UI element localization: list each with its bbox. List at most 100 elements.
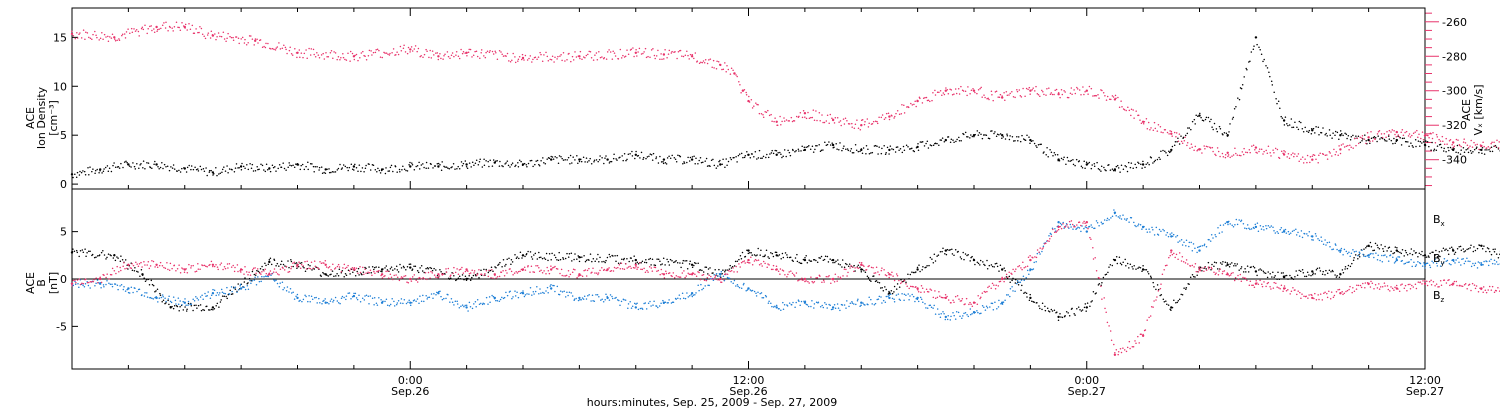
bottom-series1-dot-680 [1029,269,1031,272]
bottom-series2-dot-250 [423,278,426,280]
top-series0-dot-317 [517,165,520,168]
bottom-series0-dot-914 [1358,255,1361,258]
bottom-series2-dot-256 [431,272,434,274]
bottom-series0-dot-655 [994,262,997,265]
bottom-series0-dot-767 [1152,281,1154,284]
bottom-series0-dot-740 [1114,259,1116,261]
top-series1-dot-504 [781,120,783,123]
top-series1-dot-138 [265,42,267,45]
bottom-series1-point-43 [1282,230,1286,233]
top-series1-dot-126 [248,35,251,37]
bottom-series0-dot-753 [1132,268,1134,270]
top-series1-dot-646 [981,96,983,98]
bottom-series2-dot-522 [807,280,809,283]
bottom-series1-dot-23 [103,286,105,288]
bottom-series0-dot-356 [573,258,575,261]
top-series0-dot-640 [973,135,975,138]
bottom-series1-dot-621 [946,318,949,321]
top-series0-dot-494 [767,156,770,159]
bottom-series0-dot-233 [399,263,401,266]
bottom-series0-dot-62 [159,292,161,295]
top-series1-dot-319 [520,58,523,61]
bottom-series0-dot-529 [816,261,819,264]
bottom-series0-dot-116 [234,288,237,290]
bottom-series1-dot-231 [396,302,399,304]
top-series1-dot-727 [1095,95,1098,97]
top-series1-dot-528 [815,110,817,112]
top-series0-dot-344 [556,157,558,159]
bottom-series2-dot-485 [754,258,757,261]
bottom-series0-dot-256 [431,269,434,272]
bottom-series2-dot-552 [849,267,851,269]
bottom-series1-dot-575 [881,302,883,304]
top-series1-dot-402 [637,51,639,53]
bottom-series2-dot-427 [672,272,675,274]
bottom-series1-dot-585 [895,294,898,296]
bottom-series0-dot-766 [1150,276,1152,279]
top-series1-dot-919 [1366,132,1369,134]
bottom-series1-dot-201 [354,292,357,295]
top-series0-dot-852 [1271,84,1274,86]
bottom-series0-dot-415 [656,258,658,260]
bottom-series1-point-17 [550,287,553,290]
bottom-series0-dot-13 [89,250,91,252]
top-series1-dot-1009 [1493,141,1495,143]
bottom-series0-dot-700 [1057,319,1060,321]
top-series1-dot-996 [1474,144,1477,146]
bottom-series1-dot-251 [425,295,427,297]
top-series1-dot-876 [1306,161,1308,164]
bottom-series2-dot-459 [718,279,720,281]
bottom-series0-dot-344 [556,259,558,261]
bottom-series2-dot-585 [895,273,898,275]
top-series0-dot-337 [546,158,548,160]
top-series0-dot-532 [820,149,823,152]
bottom-series1-dot-962 [1426,262,1429,265]
bottom-series2-dot-59 [154,266,156,268]
top-series0-dot-186 [333,171,335,173]
bottom-series2-dot-619 [943,297,945,299]
bottom-series0-dot-384 [612,255,614,257]
bottom-series2-dot-166 [305,268,308,270]
top-series0-dot-145 [275,170,277,172]
top-series0-dot-231 [396,171,398,173]
top-series1-dot-268 [449,57,451,59]
top-series1-dot-54 [147,28,149,30]
top-series1-dot-330 [536,58,538,61]
top-series1-dot-813 [1216,147,1219,149]
bottom-series1-dot-368 [590,300,592,302]
bottom-series1-dot-279 [464,304,466,307]
top-series0-dot-361 [580,158,582,161]
bottom-series0-dot-647 [983,263,985,266]
top-series0-dot-706 [1066,156,1069,159]
bottom-series0-dot-908 [1351,262,1353,265]
top-series1-dot-672 [1018,89,1021,91]
top-series1-dot-677 [1025,87,1028,90]
bottom-series0-dot-540 [832,261,834,264]
bottom-series1-dot-852 [1272,226,1274,228]
bottom-series0-dot-437 [686,267,689,270]
bottom-series0-dot-82 [186,308,188,311]
top-series1-dot-948 [1407,135,1410,137]
bottom-series2-dot-342 [553,266,555,269]
top-series1-dot-192 [342,53,344,55]
bottom-series2-dot-424 [668,272,671,274]
top-series1-dot-6 [79,32,81,34]
top-series0-dot-49 [140,163,142,165]
top-series0-dot-729 [1098,168,1101,171]
bottom-series0-dot-691 [1044,309,1047,312]
bottom-series1-dot-491 [762,297,765,299]
top-series1-dot-904 [1345,145,1348,147]
bottom-series1-dot-544 [837,307,840,309]
bottom-series0-dot-357 [574,253,576,255]
bottom-series0-dot-997 [1476,247,1479,250]
top-series1-dot-209 [365,59,368,61]
bottom-series0-dot-77 [179,306,181,308]
top-series1-dot-121 [241,36,244,39]
bottom-series0-dot-51 [143,277,145,279]
top-series0-dot-478 [744,154,747,157]
top-series1-dot-99 [210,30,213,32]
top-series1-dot-19 [98,39,100,41]
bottom-series0-dot-128 [251,270,254,273]
top-series1-dot-466 [727,68,730,71]
bottom-series0-dot-593 [907,273,909,275]
